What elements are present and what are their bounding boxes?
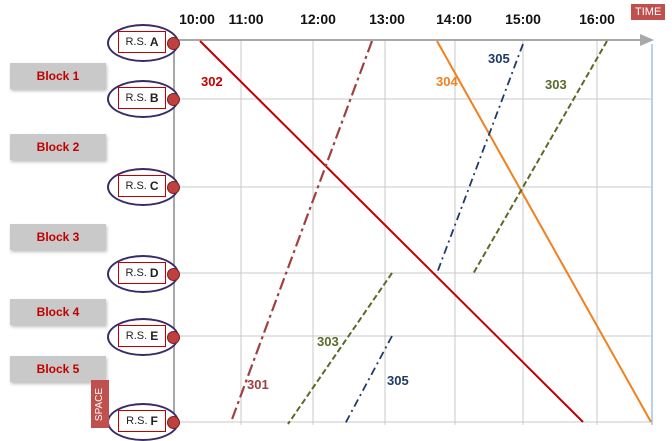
station-e-marker xyxy=(167,331,180,344)
station-d-label: R.S. D xyxy=(118,262,166,284)
station-d-marker xyxy=(167,268,180,281)
train-label-303-upper: 303 xyxy=(545,77,567,92)
train-303-upper-path xyxy=(472,40,608,275)
train-label-305-lower: 305 xyxy=(387,373,409,388)
station-c: R.S. C xyxy=(107,168,180,206)
station-f-marker xyxy=(167,416,180,429)
station-f-label: R.S. F xyxy=(118,410,166,432)
station-d: R.S. D xyxy=(107,255,180,293)
train-304-path xyxy=(436,40,652,423)
station-b-marker xyxy=(167,93,180,106)
train-label-302: 302 xyxy=(201,74,223,89)
station-c-label: R.S. C xyxy=(118,175,166,197)
block-label-4: Block 4 xyxy=(10,299,106,325)
train-label-304: 304 xyxy=(436,74,458,89)
space-axis-tag: SPACE xyxy=(91,380,109,428)
train-label-301: 301 xyxy=(247,377,269,392)
train-305-upper-path xyxy=(436,43,524,274)
time-tick-15: 15:00 xyxy=(505,11,541,27)
train-305-lower-path xyxy=(344,335,393,425)
time-axis-arrowhead xyxy=(640,34,654,46)
train-label-303-lower: 303 xyxy=(317,334,339,349)
time-tick-12: 12:00 xyxy=(300,11,336,27)
station-a-marker xyxy=(167,37,180,50)
station-c-marker xyxy=(167,181,180,194)
block-label-5: Block 5 xyxy=(10,356,106,382)
block-label-1: Block 1 xyxy=(10,63,106,89)
station-b: R.S. B xyxy=(107,80,180,118)
time-tick-16: 16:00 xyxy=(579,11,615,27)
train-label-305-upper: 305 xyxy=(488,51,510,66)
train-302-path xyxy=(199,40,584,423)
time-tick-13: 13:00 xyxy=(369,11,405,27)
time-axis-tag: TIME xyxy=(631,4,666,20)
time-tick-11: 11:00 xyxy=(228,11,264,27)
station-e: R.S. E xyxy=(107,318,180,356)
station-a-label: R.S. A xyxy=(118,31,166,53)
station-b-label: R.S. B xyxy=(118,87,166,109)
time-gridlines xyxy=(240,40,598,425)
station-a: R.S. A xyxy=(107,24,180,62)
block-label-3: Block 3 xyxy=(10,224,106,250)
time-tick-14: 14:00 xyxy=(436,11,472,27)
station-gridlines xyxy=(174,98,652,423)
station-f: R.S. F xyxy=(107,403,180,441)
train-303-lower-path xyxy=(287,272,393,425)
block-label-2: Block 2 xyxy=(10,134,106,160)
station-e-label: R.S. E xyxy=(118,325,166,347)
train-301-path xyxy=(229,40,374,423)
time-tick-10: 10:00 xyxy=(179,11,215,27)
